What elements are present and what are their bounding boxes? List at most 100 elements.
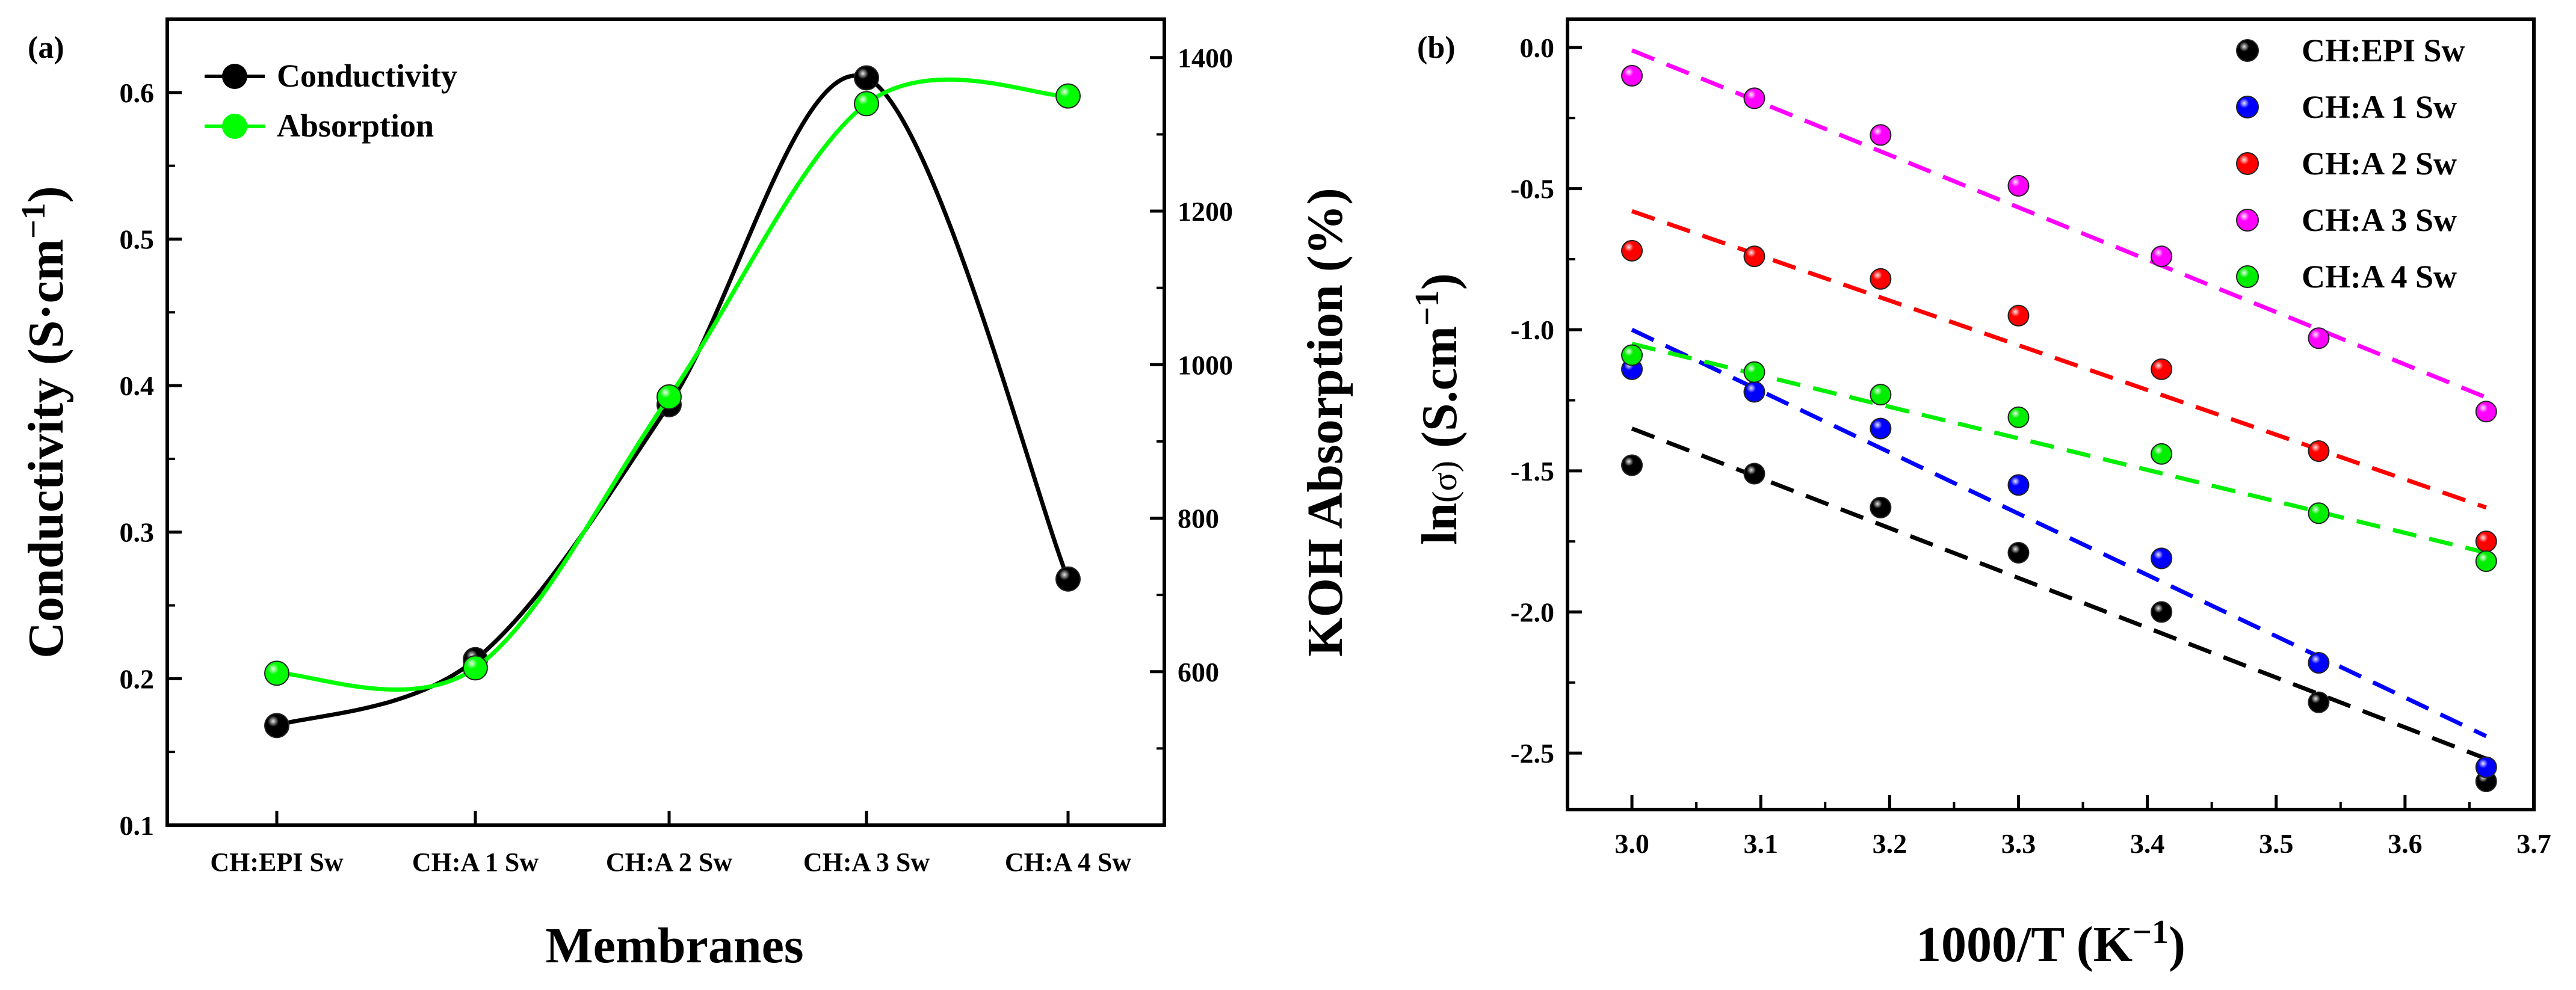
chart-a-ytick-label: 0.1 (120, 810, 155, 841)
panel-a-label: (a) (28, 31, 64, 65)
legend-label-ch-a-4-sw: CH:A 4 Sw (2302, 259, 2457, 295)
chart-b-ytick-label: -1.5 (1510, 456, 1554, 487)
chart-a-y2tick-label: 600 (1178, 657, 1219, 687)
point-conductivity-4-shine (1056, 567, 1080, 591)
point-ch-a-4-sw-3-shine (2008, 407, 2029, 428)
point-absorption-2-shine (657, 384, 681, 409)
chart-a-ytick-label: 0.3 (120, 517, 155, 548)
point-ch-a-4-sw-5-shine (2308, 503, 2329, 524)
point-conductivity-0-shine (265, 713, 289, 738)
point-ch-a-1-sw-3-shine (2008, 475, 2029, 496)
legend-label-ch-a-3-sw: CH:A 3 Sw (2302, 202, 2457, 238)
chart-b-xtick-label: 3.3 (2001, 828, 2036, 859)
chart-a-ylabel: Conductivity (S·cm−1) (15, 186, 74, 659)
chart-b-ytick-label: -2.0 (1510, 597, 1554, 628)
point-ch-epi-sw-0-shine (1622, 455, 1643, 476)
chart-b-ytick-label: -2.5 (1510, 738, 1554, 769)
chart-a-ytick-label: 0.6 (120, 78, 155, 108)
point-ch-a-3-sw-3-shine (2008, 175, 2029, 196)
legend-label-ch-a-1-sw: CH:A 1 Sw (2302, 89, 2457, 125)
point-ch-epi-sw-3-shine (2008, 542, 2029, 563)
legend-label-ch-epi-sw: CH:EPI Sw (2302, 32, 2465, 69)
point-ch-a-3-sw-2-shine (1870, 125, 1891, 146)
chart-b-legend: CH:EPI Sw CH:A 1 Sw CH:A 2 Sw CH:A 3 Sw CH:A… (2236, 32, 2465, 295)
chart-b-xtick-label: 3.2 (1873, 828, 1907, 859)
chart-b-ticks: 0.0 -0.5 -1.0 -1.5 -2.0 -2.5 3.0 3.1 3.2 3.3 3.4 3.… (1510, 32, 2551, 859)
series-line-conductivity (276, 73, 1070, 728)
legend-marker-absorption (222, 114, 247, 139)
chart-a-ytick-label: 0.4 (120, 370, 155, 401)
chart-b-plot (1621, 48, 2497, 793)
legend-marker-ch-epi-sw-shine (2237, 40, 2258, 61)
chart-b-xtick-label: 3.5 (2259, 828, 2294, 859)
chart-a-y2tick-label: 1000 (1178, 349, 1233, 380)
chart-b-ytick-label: 0.0 (1520, 32, 1555, 63)
chart-b-xlabel: 1000/T (K−1) (1916, 914, 2185, 973)
chart-b-ytick-label: -1.0 (1510, 315, 1554, 345)
point-ch-a-2-sw-2-shine (1870, 268, 1891, 289)
point-ch-a-1-sw-1-shine (1744, 381, 1765, 402)
chart-a-ytick-label: 0.5 (120, 224, 155, 254)
point-ch-a-1-sw-4-shine (2151, 548, 2172, 569)
chart-a-y2tick-label: 1200 (1178, 196, 1233, 227)
point-ch-a-3-sw-5-shine (2308, 328, 2329, 349)
chart-a-xtick-label: CH:EPI Sw (210, 847, 343, 877)
chart-a-ytick-label: 0.2 (120, 663, 155, 694)
point-ch-a-2-sw-1-shine (1744, 246, 1765, 267)
point-conductivity-3-shine (854, 66, 879, 90)
legend-label-ch-a-2-sw: CH:A 2 Sw (2302, 146, 2457, 182)
point-ch-a-4-sw-1-shine (1744, 361, 1765, 383)
point-ch-epi-sw-2-shine (1870, 497, 1891, 518)
chart-a-xtick-label: CH:A 1 Sw (412, 847, 539, 877)
point-ch-a-1-sw-6-shine (2476, 757, 2497, 778)
point-absorption-0-shine (265, 661, 289, 686)
chart-a-frame (165, 17, 1166, 827)
chart-a-legend: Conductivity Absorption (205, 58, 457, 144)
point-ch-epi-sw-1-shine (1744, 463, 1765, 484)
point-ch-a-3-sw-0-shine (1622, 65, 1643, 86)
chart-b-xtick-label: 3.7 (2516, 828, 2551, 859)
legend-marker-ch-a-1-sw-shine (2237, 96, 2258, 118)
point-ch-epi-sw-5-shine (2308, 692, 2329, 713)
chart-a-xlabel: Membranes (545, 918, 803, 974)
chart-a-xtick-label: CH:A 2 Sw (606, 847, 732, 877)
chart-b: (b) 0.0 -0.5 -1.0 -1.5 -2.0 -2.5 3.0 3.1 3.2 3.3 3… (1409, 17, 2551, 973)
chart-b-xtick-label: 3.4 (2130, 828, 2165, 859)
legend-marker-ch-a-2-sw-shine (2237, 153, 2258, 174)
legend-marker-conductivity (222, 64, 247, 89)
legend-marker-ch-a-4-sw-shine (2237, 266, 2258, 287)
point-ch-a-4-sw-6-shine (2476, 551, 2497, 572)
chart-a-y2tick-label: 800 (1178, 503, 1219, 534)
series-line-absorption (276, 77, 1069, 692)
point-ch-epi-sw-4-shine (2151, 601, 2172, 623)
chart-b-ytick-label: -0.5 (1510, 174, 1554, 204)
chart-a-ticks: 0.1 0.2 0.3 0.4 0.5 0.6 600 800 1000 1200 1400 CH:E… (120, 18, 1233, 877)
chart-b-ylabel: ln(σ) (S.cm−1) (1409, 273, 1468, 545)
chart-b-xtick-label: 3.6 (2388, 828, 2423, 859)
point-ch-a-2-sw-3-shine (2008, 305, 2029, 326)
point-ch-a-1-sw-5-shine (2308, 652, 2329, 673)
fit-line-ch-a-3-sw (1631, 48, 2488, 400)
panel-b-label: (b) (1417, 31, 1456, 65)
chart-a: (a) 0.1 0.2 0.3 0.4 0.5 0.6 600 800 1000 1200 1400… (15, 17, 1353, 974)
point-ch-a-4-sw-0-shine (1622, 345, 1643, 366)
point-absorption-3-shine (854, 91, 879, 116)
chart-a-y2tick-label: 1400 (1178, 43, 1233, 73)
point-ch-a-3-sw-1-shine (1744, 88, 1765, 109)
fit-line-ch-a-2-sw (1631, 209, 2487, 510)
point-ch-a-3-sw-4-shine (2151, 246, 2172, 267)
point-absorption-4-shine (1056, 84, 1080, 108)
point-ch-a-2-sw-4-shine (2151, 358, 2172, 380)
point-ch-a-2-sw-6-shine (2476, 531, 2497, 552)
chart-a-plot (264, 65, 1081, 739)
point-ch-a-4-sw-2-shine (1870, 384, 1891, 405)
chart-b-xtick-label: 3.0 (1614, 828, 1649, 859)
legend-label-absorption: Absorption (277, 108, 434, 144)
point-absorption-1-shine (463, 656, 487, 680)
point-ch-a-2-sw-0-shine (1622, 240, 1643, 261)
chart-b-xtick-label: 3.1 (1743, 828, 1778, 859)
fit-line-ch-epi-sw (1631, 426, 2488, 761)
legend-label-conductivity: Conductivity (277, 58, 457, 94)
point-ch-a-3-sw-6-shine (2476, 401, 2497, 422)
